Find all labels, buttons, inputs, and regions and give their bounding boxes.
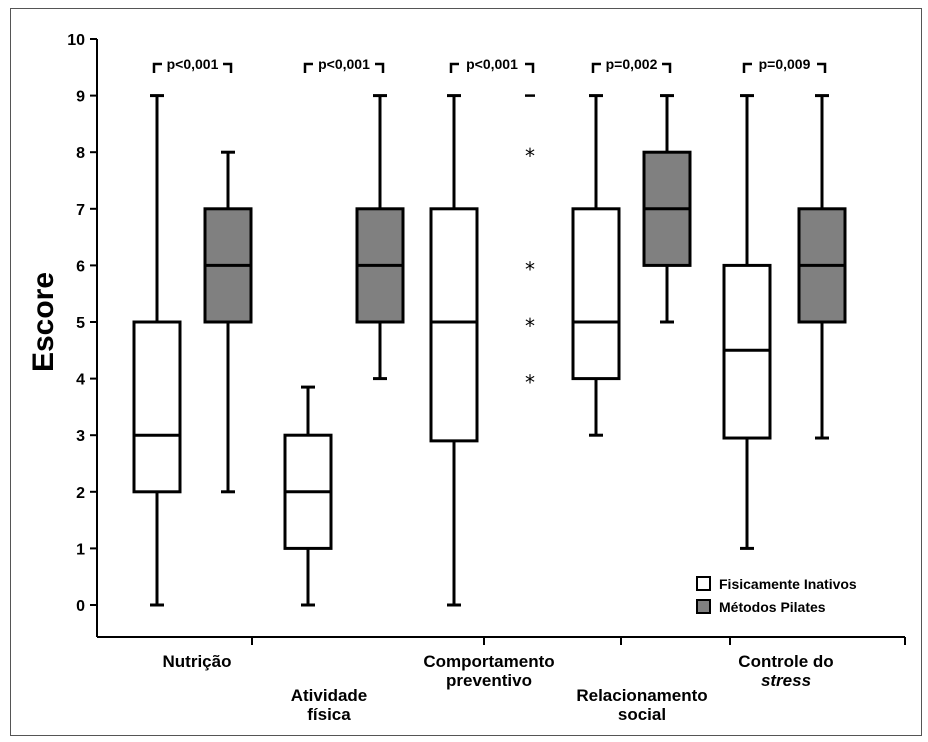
category-label: Controle do [738, 652, 833, 671]
category-label: social [618, 705, 666, 724]
y-tick-label-5: 5 [76, 315, 85, 332]
y-axis-title: Escore [27, 272, 60, 372]
p-bracket-left [303, 62, 313, 73]
p-value-label: p<0,001 [167, 56, 219, 72]
legend-label: Fisicamente Inativos [719, 576, 857, 592]
y-tick-label-8: 8 [76, 145, 85, 162]
y-tick-label-0: 0 [76, 598, 85, 615]
y-tick-label-10: 10 [67, 32, 85, 49]
y-tick-label-3: 3 [76, 428, 85, 445]
p-value-label: p=0,009 [759, 56, 811, 72]
legend-swatch [696, 599, 711, 614]
p-bracket-right [817, 62, 827, 73]
p-bracket-left [591, 62, 601, 73]
p-bracket-left [742, 62, 752, 73]
outlier-marker: * [525, 371, 535, 395]
category-label: stress [761, 671, 811, 690]
y-tick-label-2: 2 [76, 485, 85, 502]
outlier-marker: * [525, 257, 535, 281]
p-bracket-left [152, 62, 162, 73]
category-label: Comportamento [423, 652, 554, 671]
category-label: Atividade [291, 686, 368, 705]
box-0-0 [132, 320, 182, 494]
box-2-0 [429, 207, 479, 443]
category-label: Nutrição [163, 652, 232, 671]
legend-label: Métodos Pilates [719, 599, 826, 615]
y-tick-label-9: 9 [76, 89, 85, 106]
category-label: preventivo [446, 671, 532, 690]
y-tick-label-4: 4 [76, 372, 85, 389]
category-label: física [307, 705, 351, 724]
outlier-marker: * [525, 144, 535, 168]
p-value-label: p=0,002 [606, 56, 658, 72]
p-value-label: p<0,001 [318, 56, 370, 72]
category-label: Relacionamento [576, 686, 707, 705]
p-value-label: p<0,001 [466, 56, 518, 72]
p-bracket-right [525, 62, 535, 73]
y-tick-label-7: 7 [76, 202, 85, 219]
p-bracket-right [662, 62, 672, 73]
y-tick-label-1: 1 [76, 541, 85, 558]
box-3-0 [571, 207, 621, 381]
outlier-marker: * [525, 314, 535, 338]
p-bracket-right [223, 62, 233, 73]
legend-swatch [696, 576, 711, 591]
p-bracket-right [375, 62, 385, 73]
y-tick-label-6: 6 [76, 258, 85, 275]
p-bracket-left [449, 62, 459, 73]
